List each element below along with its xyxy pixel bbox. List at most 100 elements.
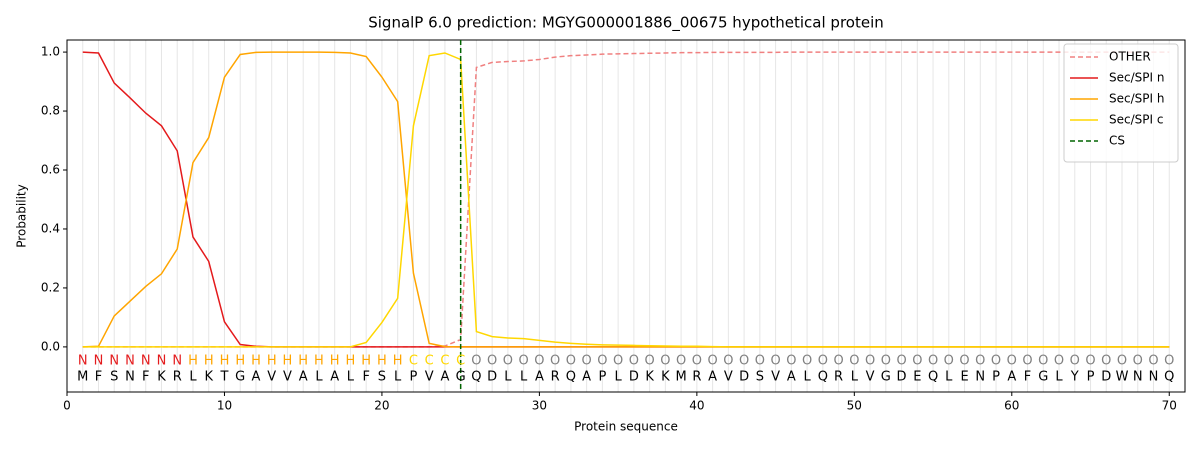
legend-label: CS	[1109, 134, 1125, 148]
x-tick-label: 0	[63, 399, 71, 413]
residue: M	[676, 370, 687, 385]
residue: G	[456, 370, 466, 385]
legend-label: Sec/SPI h	[1109, 92, 1164, 106]
region-label: O	[566, 354, 576, 369]
region-label: H	[298, 354, 308, 369]
region-label: H	[267, 354, 277, 369]
region-label: O	[645, 354, 655, 369]
region-label: O	[613, 354, 623, 369]
residue: F	[142, 370, 149, 385]
region-label: O	[471, 354, 481, 369]
residue: N	[1149, 370, 1159, 385]
residue: L	[315, 370, 323, 385]
legend-label: Sec/SPI n	[1109, 71, 1164, 85]
region-label: H	[220, 354, 230, 369]
region-label: O	[896, 354, 906, 369]
region-label: O	[912, 354, 922, 369]
region-label: H	[361, 354, 371, 369]
residue: V	[267, 370, 276, 385]
region-label: O	[550, 354, 560, 369]
region-label: O	[503, 354, 513, 369]
residue: A	[440, 370, 449, 385]
residue: P	[1087, 370, 1095, 385]
residue: D	[487, 370, 497, 385]
legend-label: Sec/SPI c	[1109, 113, 1163, 127]
region-label: H	[346, 354, 356, 369]
legend-label: OTHER	[1109, 50, 1151, 64]
region-label: N	[78, 354, 88, 369]
region-label: H	[188, 354, 198, 369]
residue: A	[252, 370, 261, 385]
residue: R	[692, 370, 701, 385]
residue: L	[1055, 370, 1063, 385]
region-label: H	[251, 354, 261, 369]
residue: N	[125, 370, 135, 385]
residue: A	[582, 370, 591, 385]
residue: S	[110, 370, 118, 385]
residue: R	[834, 370, 843, 385]
residue: L	[615, 370, 623, 385]
residue: M	[77, 370, 88, 385]
region-label: C	[409, 354, 418, 369]
residue: L	[504, 370, 512, 385]
residue: Y	[1070, 370, 1079, 385]
residue: L	[945, 370, 953, 385]
residue: L	[189, 370, 197, 385]
residue: K	[204, 370, 213, 385]
residue: A	[1007, 370, 1016, 385]
region-label: O	[1133, 354, 1143, 369]
residue: G	[881, 370, 891, 385]
y-tick-label: 0.2	[41, 280, 60, 294]
region-label: O	[818, 354, 828, 369]
region-label: N	[172, 354, 182, 369]
residue: D	[897, 370, 907, 385]
x-tick-label: 20	[374, 399, 389, 413]
residue: G	[1038, 370, 1048, 385]
region-label: O	[944, 354, 954, 369]
region-label: O	[519, 354, 529, 369]
residue: A	[787, 370, 796, 385]
residue: D	[1101, 370, 1111, 385]
region-label: H	[314, 354, 324, 369]
region-label: O	[849, 354, 859, 369]
region-label: O	[739, 354, 749, 369]
x-tick-label: 10	[217, 399, 232, 413]
residue: L	[803, 370, 811, 385]
residue: F	[1024, 370, 1031, 385]
residue: P	[410, 370, 418, 385]
region-label: O	[1007, 354, 1017, 369]
region-label: H	[393, 354, 403, 369]
region-label: O	[1117, 354, 1127, 369]
region-label: O	[959, 354, 969, 369]
x-tick-label: 40	[689, 399, 704, 413]
residue: N	[1133, 370, 1143, 385]
residue: S	[378, 370, 386, 385]
region-label: C	[440, 354, 449, 369]
x-axis-label: Protein sequence	[574, 420, 678, 434]
y-tick-label: 0.4	[41, 221, 60, 235]
region-label: O	[1022, 354, 1032, 369]
region-label: O	[1038, 354, 1048, 369]
residue: A	[535, 370, 544, 385]
residue: L	[520, 370, 528, 385]
region-label: C	[456, 354, 465, 369]
residue: N	[975, 370, 985, 385]
region-label: O	[770, 354, 780, 369]
region-label: C	[425, 354, 434, 369]
region-label: O	[1085, 354, 1095, 369]
residue: Q	[1164, 370, 1174, 385]
x-tick-label: 60	[1004, 399, 1019, 413]
region-label: O	[865, 354, 875, 369]
region-label: O	[991, 354, 1001, 369]
y-axis-label: Probability	[15, 184, 29, 247]
residue: G	[235, 370, 245, 385]
chart-title: SignalP 6.0 prediction: MGYG000001886_00…	[368, 14, 884, 33]
region-label: H	[377, 354, 387, 369]
residue: E	[960, 370, 968, 385]
region-label: O	[1054, 354, 1064, 369]
residue: D	[739, 370, 749, 385]
region-label: H	[283, 354, 293, 369]
residue: E	[913, 370, 921, 385]
residue: A	[708, 370, 717, 385]
region-label: N	[109, 354, 119, 369]
